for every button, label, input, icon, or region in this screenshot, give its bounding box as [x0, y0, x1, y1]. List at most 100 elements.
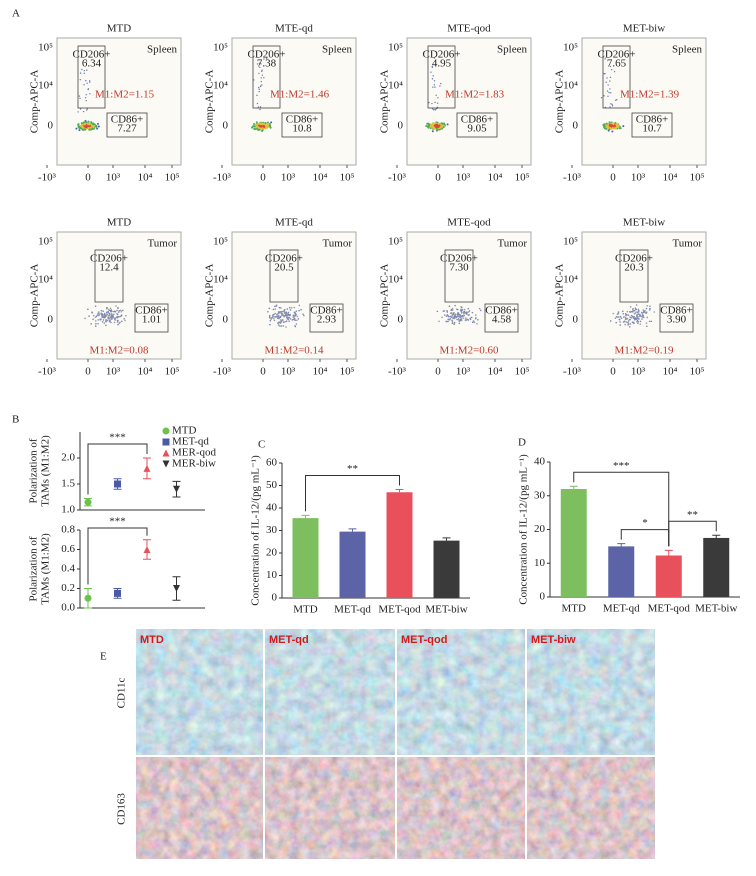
- event-dot: [622, 125, 625, 128]
- x-tick-label: 10⁴: [313, 366, 328, 378]
- event-dot: [449, 312, 452, 314]
- event-dot: [84, 317, 86, 320]
- event-dot: [427, 126, 430, 129]
- gate: [484, 303, 519, 333]
- event-dot: [276, 313, 278, 316]
- event-dot: [303, 314, 305, 317]
- event-dot: [111, 310, 113, 313]
- tissue-label: Tumor: [147, 238, 177, 250]
- event-dot: [629, 323, 632, 325]
- event-dot: [88, 128, 91, 131]
- event-dot: [292, 316, 295, 318]
- event-dot: [635, 311, 637, 313]
- column-label: MET-qod: [401, 634, 447, 646]
- event-dot: [434, 108, 437, 111]
- event-dot: [117, 323, 119, 326]
- event-dot: [89, 128, 92, 131]
- event-dot: [282, 310, 284, 313]
- event-dot: [441, 127, 444, 130]
- event-dot: [103, 322, 106, 324]
- x-tick-label: MTD: [562, 603, 587, 615]
- event-dot: [259, 66, 261, 69]
- event-dot: [88, 315, 90, 317]
- event-dot: [438, 320, 440, 323]
- event-dot: [446, 123, 449, 126]
- column-label: MTD: [140, 634, 164, 646]
- y-axis-label: Concentration of IL-12/(pg mL⁻¹): [250, 455, 262, 606]
- x-tick-label: MET-qod: [648, 603, 691, 615]
- event-dot: [87, 88, 90, 90]
- event-dot: [89, 93, 91, 95]
- event-dot: [98, 311, 100, 313]
- event-dot: [431, 108, 434, 110]
- event-dot: [611, 105, 614, 107]
- event-dot: [293, 306, 296, 309]
- micrograph: [136, 629, 263, 755]
- y-tick-label: 30: [266, 524, 278, 536]
- event-dot: [637, 320, 640, 323]
- event-dot: [83, 69, 86, 72]
- x-tick-label: -10³: [563, 172, 582, 184]
- gate: [94, 249, 124, 303]
- event-dot: [451, 314, 454, 317]
- gate-value: 4.58: [492, 314, 512, 326]
- event-dot: [433, 57, 436, 59]
- event-dot: [110, 321, 112, 324]
- event-dot: [435, 94, 437, 97]
- event-dot: [648, 309, 651, 311]
- x-tick-label: 10⁵: [690, 172, 705, 184]
- event-dot: [283, 315, 285, 318]
- event-dot: [259, 122, 262, 125]
- event-dot: [649, 307, 651, 310]
- event-dot: [645, 307, 648, 310]
- event-dot: [636, 314, 638, 317]
- event-dot: [295, 323, 298, 325]
- event-dot: [627, 323, 630, 325]
- event-dot: [629, 316, 631, 318]
- event-dot: [448, 315, 450, 318]
- event-dot: [650, 320, 653, 323]
- tissue-label: Spleen: [322, 44, 352, 56]
- event-dot: [479, 309, 482, 312]
- event-dot: [616, 313, 619, 315]
- y-tick-label: 0.8: [61, 524, 75, 536]
- y-axis-label: Polarization of: [28, 536, 40, 601]
- event-dot: [112, 316, 114, 318]
- bar: [655, 555, 682, 597]
- bar: [433, 540, 460, 598]
- event-dot: [629, 318, 631, 321]
- event-dot: [653, 311, 656, 313]
- error-bar: [617, 543, 626, 547]
- event-dot: [295, 310, 298, 312]
- event-dot: [639, 323, 642, 325]
- event-dot: [635, 304, 638, 306]
- event-dot: [83, 122, 86, 125]
- x-tick-label: 10³: [631, 172, 646, 184]
- event-dot: [95, 125, 98, 128]
- event-dot: [632, 307, 634, 310]
- event-dot: [609, 88, 611, 90]
- y-tick-label: 0.0: [61, 602, 75, 614]
- gate: [659, 303, 694, 333]
- event-dot: [637, 308, 640, 311]
- event-dot: [95, 315, 98, 318]
- gate-value: 6.34: [82, 58, 102, 70]
- micrograph: [136, 757, 263, 859]
- event-dot: [264, 126, 267, 129]
- marker: [143, 464, 151, 472]
- y-tick-label: 10⁵: [38, 42, 53, 54]
- y-tick-label: 2.0: [61, 452, 75, 464]
- x-tick-label: -10³: [563, 366, 582, 378]
- event-dot: [122, 309, 124, 312]
- x-tick-label: 0: [610, 366, 616, 378]
- micrograph: [265, 757, 395, 859]
- event-dot: [629, 311, 631, 313]
- event-dot: [257, 86, 260, 89]
- y-tick-label: 1.0: [61, 504, 75, 516]
- event-dot: [288, 314, 290, 316]
- event-dot: [91, 127, 94, 130]
- event-dot: [290, 307, 293, 309]
- y-tick-label: 0: [398, 120, 404, 132]
- event-dot: [624, 323, 626, 326]
